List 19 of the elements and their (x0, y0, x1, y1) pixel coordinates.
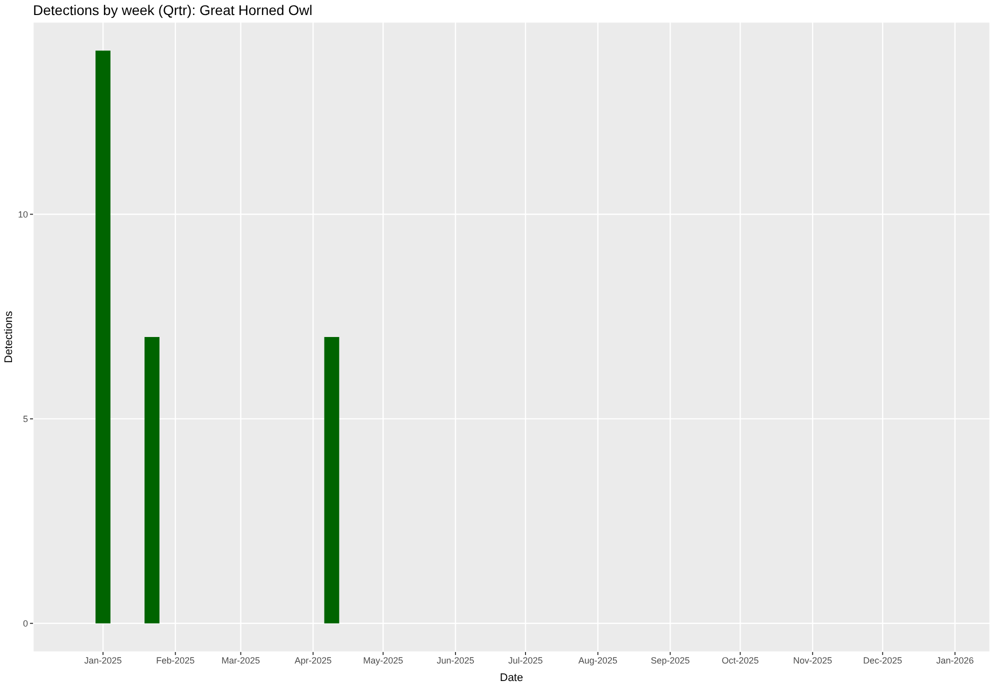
chart-title: Detections by week (Qrtr): Great Horned Owl (33, 2, 312, 18)
y-axis-title: Detections (2, 310, 15, 363)
x-tick-label: Jul-2025 (508, 655, 543, 666)
x-tick-label: Jan-2026 (936, 655, 974, 666)
x-tick-label: Sep-2025 (650, 655, 690, 666)
y-tick-label: 10 (18, 209, 28, 220)
x-tick-label: Aug-2025 (578, 655, 618, 666)
x-tick-label: Nov-2025 (793, 655, 832, 666)
x-tick-label: Oct-2025 (722, 655, 759, 666)
y-tick-label: 0 (22, 618, 28, 629)
x-axis-title: Date (500, 672, 524, 684)
x-tick-label: Jan-2025 (84, 655, 122, 666)
x-tick-label: Dec-2025 (863, 655, 902, 666)
x-tick-label: Jun-2025 (436, 655, 474, 666)
x-tick-label: Feb-2025 (156, 655, 195, 666)
x-tick-label: Apr-2025 (294, 655, 332, 666)
x-tick-label: May-2025 (363, 655, 404, 666)
y-tick-label: 5 (22, 414, 28, 424)
x-tick-label: Mar-2025 (221, 655, 260, 666)
